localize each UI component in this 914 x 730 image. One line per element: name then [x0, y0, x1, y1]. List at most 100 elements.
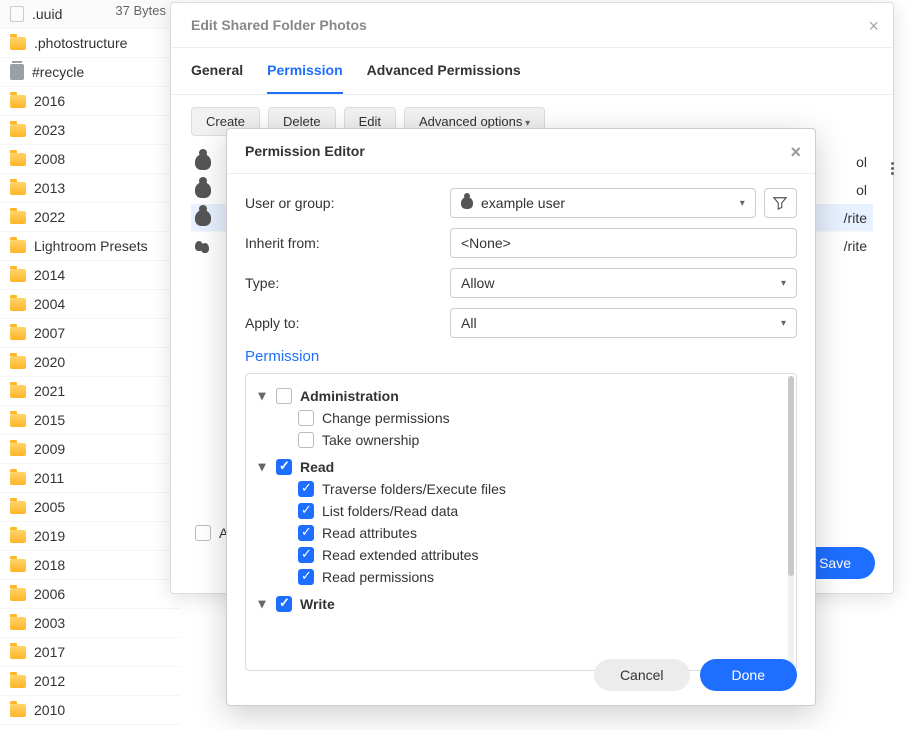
tree-item[interactable]: Read attributes [256, 522, 786, 544]
file-row[interactable]: 2004 [0, 290, 180, 319]
close-icon[interactable]: × [868, 17, 879, 35]
type-label: Type: [245, 275, 450, 291]
file-name: 2017 [34, 644, 65, 660]
checkbox[interactable] [298, 547, 314, 563]
file-row[interactable]: #recycle [0, 58, 180, 87]
permission-text: ol [856, 182, 867, 198]
checkbox[interactable] [276, 596, 292, 612]
kebab-menu-icon[interactable] [882, 158, 902, 178]
file-row[interactable]: 2005 [0, 493, 180, 522]
tree-item[interactable]: List folders/Read data [256, 500, 786, 522]
inherit-field[interactable]: <None> [450, 228, 797, 258]
file-name: 2008 [34, 151, 65, 167]
file-size: 37 Bytes [115, 3, 166, 18]
folder-icon [10, 124, 26, 137]
apply-to-select[interactable]: All [450, 308, 797, 338]
file-row[interactable]: 2020 [0, 348, 180, 377]
user-icon [195, 210, 211, 226]
folder-icon [10, 240, 26, 253]
filter-button[interactable] [764, 188, 797, 218]
trash-icon [10, 64, 24, 80]
tree-item[interactable]: Traverse folders/Execute files [256, 478, 786, 500]
file-row[interactable]: 2017 [0, 638, 180, 667]
user-icon [195, 182, 211, 198]
tree-item[interactable]: Read extended attributes [256, 544, 786, 566]
folder-icon [10, 356, 26, 369]
cancel-button[interactable]: Cancel [594, 659, 690, 691]
file-row[interactable]: 2015 [0, 406, 180, 435]
folder-icon [10, 414, 26, 427]
tree-item-label: Take ownership [322, 432, 419, 448]
file-tree: 37 Bytes .uuid .photostructure #recycle 201… [0, 0, 180, 725]
file-name: #recycle [32, 64, 84, 80]
file-row[interactable]: 2022 [0, 203, 180, 232]
file-name: 2013 [34, 180, 65, 196]
file-row[interactable]: 2010 [0, 696, 180, 725]
file-row[interactable]: 2012 [0, 667, 180, 696]
checkbox[interactable] [298, 569, 314, 585]
checkbox[interactable] [298, 503, 314, 519]
permission-tree[interactable]: ▾AdministrationChange permissions Take ow… [245, 373, 797, 671]
collapse-toggle-icon[interactable]: ▾ [256, 595, 268, 612]
checkbox[interactable] [298, 525, 314, 541]
tree-item[interactable]: Read permissions [256, 566, 786, 588]
tree-group-header[interactable]: ▾ Read [256, 455, 786, 478]
checkbox[interactable] [298, 410, 314, 426]
file-row[interactable]: 2018 [0, 551, 180, 580]
group-icon [195, 238, 211, 254]
scrollbar-thumb[interactable] [788, 376, 794, 576]
file-name: 2020 [34, 354, 65, 370]
tab-general[interactable]: General [191, 48, 243, 94]
folder-icon [10, 211, 26, 224]
checkbox[interactable] [276, 388, 292, 404]
file-row[interactable]: 2013 [0, 174, 180, 203]
file-name: .uuid [32, 6, 62, 22]
file-row[interactable]: 2007 [0, 319, 180, 348]
file-name: .photostructure [34, 35, 127, 51]
tree-item[interactable]: Change permissions [256, 407, 786, 429]
tree-group-label: Write [300, 596, 335, 612]
apply-to-label: Apply to: [245, 315, 450, 331]
file-name: 2021 [34, 383, 65, 399]
file-row[interactable]: 2003 [0, 609, 180, 638]
tree-group-label: Read [300, 459, 334, 475]
folder-icon [10, 675, 26, 688]
file-row[interactable]: 2019 [0, 522, 180, 551]
tree-group-header[interactable]: ▾Administration [256, 384, 786, 407]
file-name: 2003 [34, 615, 65, 631]
permission-text: /rite [844, 238, 867, 254]
file-row[interactable]: Lightroom Presets [0, 232, 180, 261]
checkbox[interactable] [298, 432, 314, 448]
collapse-toggle-icon[interactable]: ▾ [256, 387, 268, 404]
file-row[interactable]: 2011 [0, 464, 180, 493]
file-name: 2010 [34, 702, 65, 718]
tree-item-label: Read permissions [322, 569, 434, 585]
done-button[interactable]: Done [700, 659, 797, 691]
file-row[interactable]: 2006 [0, 580, 180, 609]
checkbox[interactable] [276, 459, 292, 475]
folder-icon [10, 385, 26, 398]
folder-icon [10, 646, 26, 659]
apply-checkbox[interactable] [195, 525, 211, 541]
file-row[interactable]: 2009 [0, 435, 180, 464]
tree-item-label: Read attributes [322, 525, 417, 541]
file-name: 2016 [34, 93, 65, 109]
tab-permission[interactable]: Permission [267, 48, 342, 94]
checkbox[interactable] [298, 481, 314, 497]
file-row[interactable]: 2023 [0, 116, 180, 145]
folder-icon [10, 95, 26, 108]
user-or-group-label: User or group: [245, 195, 450, 211]
file-row[interactable]: 2016 [0, 87, 180, 116]
file-name: 2004 [34, 296, 65, 312]
file-row[interactable]: .photostructure [0, 29, 180, 58]
user-or-group-select[interactable]: example user [450, 188, 756, 218]
tree-group-header[interactable]: ▾ Write [256, 592, 786, 615]
type-select[interactable]: Allow [450, 268, 797, 298]
collapse-toggle-icon[interactable]: ▾ [256, 458, 268, 475]
tab-advanced-permissions[interactable]: Advanced Permissions [367, 48, 521, 94]
tree-item[interactable]: Take ownership [256, 429, 786, 451]
file-row[interactable]: 2008 [0, 145, 180, 174]
file-row[interactable]: 2014 [0, 261, 180, 290]
close-icon[interactable]: × [790, 143, 801, 161]
file-row[interactable]: 2021 [0, 377, 180, 406]
